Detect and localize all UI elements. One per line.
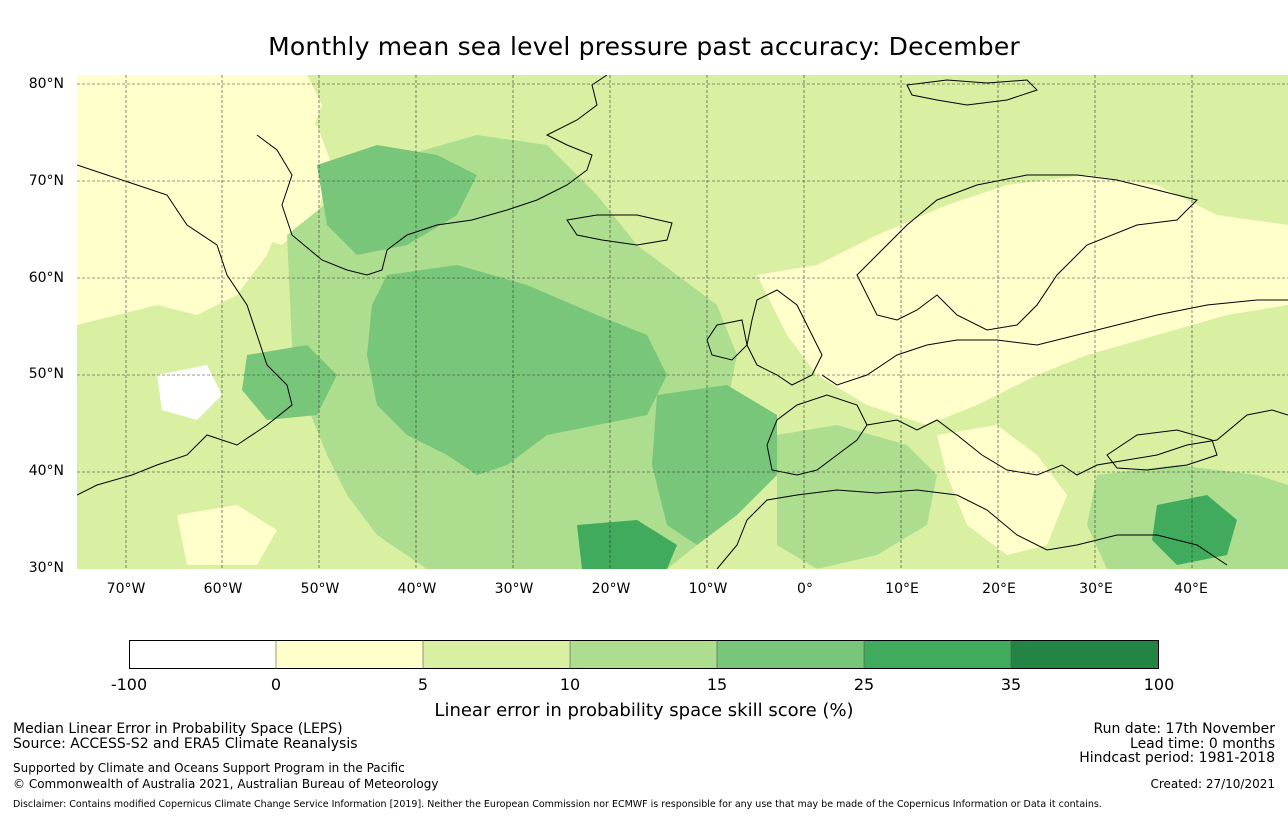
region-15-25-west-atlantic <box>242 345 337 420</box>
skill-map <box>77 75 1288 569</box>
colorbar-tick-5: 5 <box>417 675 429 694</box>
lon-label-10e: 10°E <box>885 581 919 597</box>
colorbar-segment-3 <box>423 640 570 669</box>
gridlines <box>77 75 1288 569</box>
colorbar-segment-2 <box>276 640 423 669</box>
coast-scandinavia <box>856 174 1198 331</box>
region-15-25-core <box>367 265 667 475</box>
coast-iberia <box>766 394 868 476</box>
region-25-35-patch2 <box>577 520 677 569</box>
lat-label-50n: 50°N <box>28 366 64 382</box>
colorbar-tick-25: 25 <box>853 675 875 694</box>
coast-europe <box>821 299 1288 386</box>
region-0-5-greenland-east <box>237 125 332 245</box>
colorbar-segment-6 <box>864 640 1011 669</box>
map-canvas <box>77 75 1288 569</box>
lat-label-60n: 60°N <box>28 270 64 286</box>
footer-created: Created: 27/10/2021 <box>1150 777 1275 791</box>
colorbar-segment-5 <box>717 640 864 669</box>
colorbar-border <box>129 640 1159 669</box>
coast-uk <box>746 289 823 386</box>
lon-label-40e: 40°E <box>1174 581 1208 597</box>
coast-iceland <box>566 214 673 246</box>
footer-run-date: Run date: 17th November <box>1093 721 1276 737</box>
region-15-25-iberia <box>652 385 777 545</box>
lat-label-70n: 70°N <box>28 173 64 189</box>
lat-label-80n: 80°N <box>28 76 64 92</box>
colorbar-tick-15: 15 <box>706 675 728 694</box>
colorbar-tick-100: 100 <box>1143 675 1175 694</box>
footer-copyright: © Commonwealth of Australia 2021, Austra… <box>13 777 439 791</box>
colorbar-tick-35: 35 <box>1000 675 1022 694</box>
region-0-5-europe <box>757 175 1288 425</box>
colorbar-segment-1 <box>129 640 276 669</box>
colorbar-tick-0: 0 <box>270 675 282 694</box>
region-15-25-greenland <box>317 145 477 255</box>
region-0-5-balkans <box>937 425 1067 555</box>
colorbar-dividers <box>275 640 1012 669</box>
colorbar-label: Linear error in probability space skill … <box>434 700 854 721</box>
lon-label-20e: 20°E <box>982 581 1016 597</box>
colorbar <box>129 640 1159 669</box>
footer-support: Supported by Climate and Oceans Support … <box>13 761 405 775</box>
footer-hindcast: Hindcast period: 1981-2018 <box>1079 750 1275 766</box>
footer-lead-time: Lead time: 0 months <box>1130 736 1275 752</box>
footer-source: Source: ACCESS-S2 and ERA5 Climate Reana… <box>13 736 358 752</box>
region-25-35-patch <box>1152 495 1237 565</box>
lon-label-0: 0° <box>797 581 813 597</box>
coast-svalbard <box>906 79 1038 106</box>
region-0-5-atlantic-south <box>177 505 277 565</box>
lon-label-40w: 40°W <box>397 581 437 597</box>
region-10-15-med <box>777 425 937 569</box>
region-no-skill-labrador <box>157 365 222 420</box>
lat-label-30n: 30°N <box>28 560 64 576</box>
coast-med-north <box>866 409 1288 476</box>
coast-greenland <box>256 75 608 276</box>
footer-method: Median Linear Error in Probability Space… <box>13 721 343 737</box>
coast-africa <box>716 489 1228 569</box>
colorbar-segment-4 <box>570 640 717 669</box>
lon-label-10w: 10°W <box>688 581 728 597</box>
lon-label-60w: 60°W <box>203 581 243 597</box>
colorbar-tick-minus100: -100 <box>110 675 148 694</box>
footer-disclaimer: Disclaimer: Contains modified Copernicus… <box>13 799 1102 810</box>
lon-label-30w: 30°W <box>494 581 534 597</box>
coast-black-sea <box>1106 429 1218 471</box>
colorbar-tick-10: 10 <box>559 675 581 694</box>
lon-label-20w: 20°W <box>591 581 631 597</box>
lon-label-50w: 50°W <box>300 581 340 597</box>
lon-label-70w: 70°W <box>106 581 146 597</box>
chart-title: Monthly mean sea level pressure past acc… <box>268 32 1020 61</box>
lon-label-30e: 30°E <box>1079 581 1113 597</box>
colorbar-segment-7 <box>1011 640 1159 669</box>
skill-regions <box>77 75 1288 569</box>
lat-label-40n: 40°N <box>28 463 64 479</box>
